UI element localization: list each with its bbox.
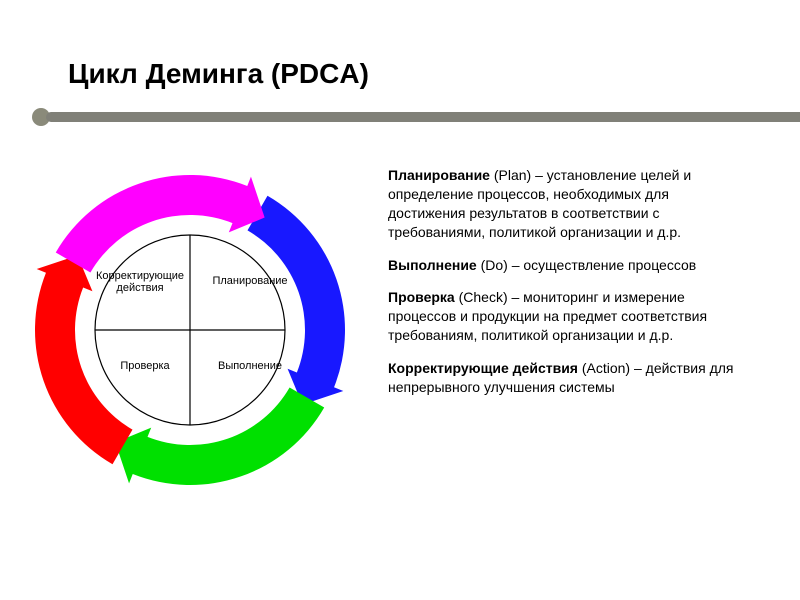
quad-label-action: Корректирующиедействия — [90, 270, 190, 294]
description-bold: Выполнение — [388, 257, 477, 273]
description-text: (Do) – осуществление процессов — [477, 257, 697, 273]
accent-line — [46, 112, 800, 122]
description-bold: Планирование — [388, 167, 490, 183]
description-bold: Корректирующие действия — [388, 360, 578, 376]
description-item: Планирование (Plan) – установление целей… — [388, 166, 750, 242]
content-area: Планирование Выполнение Проверка Корректиру… — [0, 160, 800, 580]
description-item: Проверка (Check) – мониторинг и измерени… — [388, 288, 750, 345]
pdca-diagram: Планирование Выполнение Проверка Корректиру… — [0, 160, 380, 580]
quad-label-plan: Планирование — [200, 275, 300, 287]
accent-bar — [0, 108, 800, 126]
quad-label-do: Выполнение — [200, 360, 300, 372]
page-title: Цикл Деминга (PDCA) — [68, 58, 800, 90]
description-item: Корректирующие действия (Action) – дейст… — [388, 359, 750, 397]
descriptions: Планирование (Plan) – установление целей… — [380, 160, 780, 580]
description-item: Выполнение (Do) – осуществление процессо… — [388, 256, 750, 275]
description-bold: Проверка — [388, 289, 455, 305]
quad-label-check: Проверка — [95, 360, 195, 372]
